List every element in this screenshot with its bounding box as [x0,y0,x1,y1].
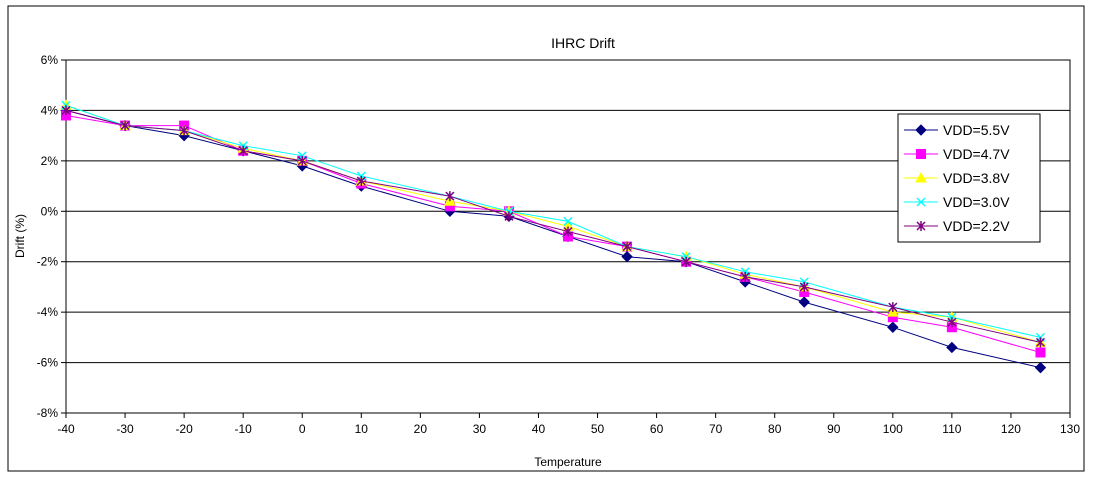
y-tick-label: -2% [37,255,59,269]
legend-label: VDD=5.5V [943,122,1010,138]
series-5 [61,105,1046,348]
data-point [1035,347,1046,358]
legend-label: VDD=4.7V [943,146,1010,162]
data-point [563,216,573,226]
legend-marker [916,149,926,159]
series-line [65,104,1041,338]
data-point [888,302,898,313]
legend-marker [915,124,927,136]
legend-label: VDD=2.2V [943,218,1010,234]
plot-area [65,59,1071,414]
legend-item: VDD=2.2V [904,218,1010,234]
legend-marker [915,171,927,183]
data-point [887,321,899,333]
legend-marker [916,197,926,207]
x-tick-label: 30 [473,422,487,436]
y-tick-label: 0% [41,204,59,218]
y-tick-label: -8% [37,406,59,420]
data-point [504,211,514,222]
x-axis-ticks: -40 -30 -20 -10 0 10 20 30 40 50 60 70 80 90 100 110 120… [57,413,1080,436]
data-point [445,191,455,202]
data-point [740,271,750,282]
x-tick-label: -30 [116,422,134,436]
data-point [356,176,366,187]
y-axis-label: Drift (%) [13,214,27,258]
x-tick-label: -40 [57,422,75,436]
data-point [61,105,71,116]
x-tick-label: 70 [709,422,723,436]
data-point [297,155,307,166]
series-group [60,99,1047,374]
series-line [65,104,1041,343]
x-tick-label: -10 [235,422,253,436]
x-tick-label: 0 [299,422,306,436]
x-tick-label: 10 [355,422,369,436]
x-tick-label: 100 [883,422,903,436]
data-point [563,226,573,237]
legend-item: VDD=4.7V [904,146,1010,162]
data-point [179,125,189,136]
y-tick-label: 2% [41,154,59,168]
data-point [946,341,958,354]
x-tick-label: 60 [650,422,664,436]
x-tick-label: 110 [942,422,961,436]
data-point [799,281,809,292]
x-tick-label: 130 [1060,422,1080,436]
x-tick-label: 80 [768,422,782,436]
y-tick-label: 4% [41,103,59,117]
data-point [947,317,957,328]
data-point [120,120,130,131]
y-tick-label: -6% [37,356,59,370]
legend-item: VDD=3.0V [904,194,1010,210]
series-line [65,109,1041,369]
legend: VDD=5.5V VDD=4.7V VDD=3.8V VDD=3.0V VDD=2.2V [897,113,1041,243]
x-tick-label: -20 [175,422,193,436]
data-point [238,145,248,156]
y-tick-label: -4% [37,305,59,319]
legend-item: VDD=3.8V [904,170,1010,186]
x-tick-label: 40 [532,422,546,436]
y-axis-ticks: 6% 4% 2% 0% -2% -4% -6% -8% [37,53,66,420]
legend-label: VDD=3.0V [943,194,1010,210]
legend-item: VDD=5.5V [904,122,1010,138]
chart-title: IHRC Drift [551,35,615,51]
x-tick-label: 50 [591,422,605,436]
x-tick-label: 120 [1001,422,1021,436]
data-point [1035,337,1046,348]
data-point [681,256,691,267]
legend-marker [916,221,926,231]
data-point [798,296,810,308]
x-tick-label: 90 [827,422,841,436]
x-tick-label: 20 [414,422,428,436]
legend-label: VDD=3.8V [943,170,1010,186]
data-point [622,241,632,252]
series-line [65,109,1041,343]
data-point [1034,361,1047,374]
data-point [621,250,633,263]
x-axis-label: Temperature [534,455,602,469]
y-tick-label: 6% [41,53,59,67]
